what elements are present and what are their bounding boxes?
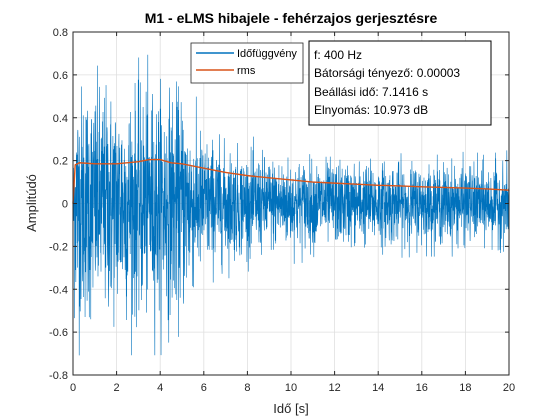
rms-point [312,181,314,183]
legend-label-rms: rms [237,65,256,77]
rms-point [290,179,292,181]
chart-title: M1 - eLMS hibajele - fehérzajos gerjeszt… [145,10,438,26]
x-axis-label: Idő [s] [273,401,308,416]
y-axis: -0.8 -0.6 -0.4 -0.2 0 0.2 0.4 0.6 0.8 [49,27,509,382]
annotation-step-size: Bátorsági tényező: 0.00003 [314,66,460,80]
x-tick-label: 8 [244,382,250,394]
x-tick-label: 14 [372,382,384,394]
y-tick-label: 0.8 [53,27,68,39]
x-tick-label: 2 [114,382,120,394]
annotation-box: f: 400 Hz Bátorsági tényező: 0.00003 Beá… [308,40,492,126]
rms-point [148,158,150,161]
y-tick-label: -0.4 [49,284,68,296]
rms-point [268,177,270,179]
legend-label-idofuggveny: Időfüggvény [237,48,297,60]
y-tick-label: 0.2 [53,156,68,168]
annotation-frequency: f: 400 Hz [314,48,362,62]
rms-point [116,163,118,165]
rms-point [399,185,401,187]
y-tick-label: -0.6 [49,327,68,339]
rms-point [181,163,183,165]
annotation-attenuation: Elnyomás: 10.973 dB [314,103,428,117]
y-tick-label: 0 [62,199,68,211]
series-line-idofuggveny [72,54,510,356]
rms-point [225,171,227,174]
rms-point [170,162,172,164]
y-tick-label: 0.4 [53,113,68,125]
series-idofuggveny [72,54,510,356]
annotation-settling-time: Beállási idő: 7.1416 s [314,85,428,99]
x-tick-label: 20 [503,382,515,394]
x-tick-label: 10 [285,382,297,394]
legend: Időfüggvény rms [190,42,304,84]
rms-point [74,164,76,166]
rms-point [78,162,81,164]
annotation-frame [308,40,492,126]
x-tick-label: 12 [328,382,340,394]
x-tick-label: 4 [157,382,163,394]
rms-point [334,182,336,184]
rms-point [94,163,96,165]
rms-point [443,186,445,189]
rms-point [421,186,423,188]
legend-box [190,42,304,84]
rms-point [355,183,357,185]
rms-point [159,158,161,161]
y-tick-label: -0.2 [49,241,68,253]
x-tick-label: 16 [416,382,428,394]
x-axis: 0 2 4 6 8 10 12 14 16 18 20 [70,32,515,394]
rms-point [203,167,205,169]
series-rms [72,158,510,205]
rms-point [246,175,248,177]
y-tick-label: -0.8 [49,370,68,382]
y-tick-label: 0.6 [53,70,68,82]
rms-point [377,184,379,186]
rms-point [137,161,139,163]
x-tick-label: 6 [201,382,207,394]
rms-point [464,187,466,189]
x-tick-label: 0 [70,382,76,394]
y-axis-label: Amplitúdó [24,174,39,232]
rms-point [486,188,488,190]
x-tick-label: 18 [459,382,471,394]
